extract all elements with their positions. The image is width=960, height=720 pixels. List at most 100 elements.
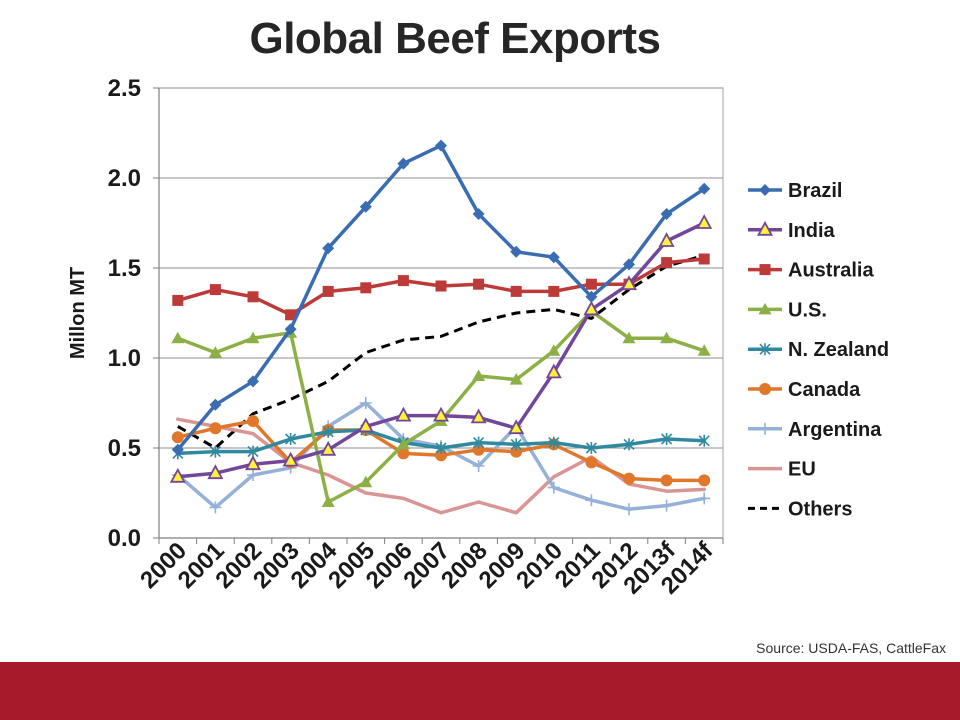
y-axis-label: Millon MT — [67, 267, 89, 359]
data-point-india — [207, 464, 224, 480]
data-point-argentina — [585, 494, 598, 507]
legend-label-argentina: Argentina — [788, 419, 882, 441]
data-point-brazil — [510, 245, 523, 258]
data-point-india — [395, 406, 412, 422]
data-point-australia — [397, 275, 409, 287]
legend-item-australia: Australia — [748, 260, 874, 282]
legend-item-argentina: Argentina — [748, 419, 882, 441]
legend-label-n-zealand: N. Zealand — [788, 339, 889, 361]
page-title: Global Beef Exports — [249, 14, 661, 63]
data-point-canada — [472, 443, 485, 456]
data-point-n-zealand — [285, 433, 297, 445]
legend-item-others: Others — [748, 498, 852, 520]
data-point-u-s — [472, 369, 486, 381]
data-point-brazil — [660, 208, 673, 220]
data-point-australia — [473, 278, 485, 290]
legend-label-eu: EU — [788, 459, 816, 481]
data-point-india — [470, 408, 487, 424]
legend-label-brazil: Brazil — [788, 180, 842, 202]
legend-marker-australia — [759, 264, 771, 276]
data-point-brazil — [623, 258, 635, 271]
data-point-india — [508, 419, 525, 435]
data-point-india — [169, 467, 186, 483]
data-point-india — [282, 451, 299, 467]
data-point-brazil — [284, 323, 297, 336]
legend-marker-india — [756, 220, 774, 236]
data-point-australia — [209, 284, 221, 296]
data-point-argentina — [209, 501, 222, 514]
data-point-n-zealand — [548, 436, 560, 449]
data-point-n-zealand — [510, 438, 522, 451]
data-point-n-zealand — [209, 445, 221, 458]
data-point-u-s — [359, 475, 373, 488]
data-point-india — [545, 363, 562, 379]
data-point-n-zealand — [661, 433, 673, 445]
x-tick-labels: 2000200120022003200420052006200720082009… — [135, 536, 719, 599]
legend: Brazil India Australia U.S. N. Zealand Canada… — [748, 180, 889, 520]
legend-item-canada: Canada — [748, 379, 861, 401]
legend-marker-canada — [759, 383, 771, 395]
data-point-australia — [285, 309, 297, 321]
legend-marker-n-zealand — [759, 343, 771, 356]
data-point-india — [583, 300, 600, 316]
legend-label-u-s: U.S. — [788, 299, 827, 321]
footer-bar — [0, 662, 960, 720]
data-point-canada — [698, 474, 711, 487]
data-point-brazil — [171, 443, 184, 456]
data-point-canada — [623, 472, 635, 485]
data-point-u-s — [660, 331, 674, 344]
data-point-u-s — [697, 344, 711, 356]
data-point-u-s — [321, 495, 335, 507]
data-point-australia — [360, 282, 372, 294]
legend-marker-u-s — [758, 302, 772, 315]
series-australia — [172, 253, 710, 321]
data-point-brazil — [585, 290, 598, 303]
y-tick-label: 2.0 — [108, 165, 141, 192]
data-point-canada — [435, 449, 447, 462]
legend-item-u-s: U.S. — [748, 299, 827, 321]
data-point-u-s — [622, 331, 636, 344]
data-point-n-zealand — [322, 425, 334, 438]
data-point-brazil — [322, 242, 335, 255]
y-tick-label: 0.0 — [108, 525, 141, 552]
data-point-n-zealand — [435, 442, 447, 454]
data-point-india — [620, 275, 638, 291]
data-point-brazil — [472, 208, 485, 220]
data-point-india — [432, 406, 450, 422]
data-point-australia — [698, 253, 710, 265]
data-point-u-s — [509, 373, 523, 385]
data-point-brazil — [209, 398, 222, 411]
series-line-others — [177, 253, 705, 450]
data-point-n-zealand — [585, 442, 597, 454]
data-point-australia — [247, 291, 259, 303]
legend-label-australia: Australia — [788, 260, 874, 282]
data-point-n-zealand — [623, 438, 635, 451]
legend-item-n-zealand: N. Zealand — [748, 339, 889, 361]
legend-item-brazil: Brazil — [748, 180, 842, 202]
data-point-australia — [172, 294, 184, 306]
data-point-australia — [435, 280, 447, 292]
data-point-n-zealand — [473, 436, 485, 449]
data-point-u-s — [396, 437, 410, 450]
legend-label-india: India — [788, 220, 836, 242]
data-point-canada — [209, 422, 222, 435]
data-point-australia — [548, 285, 560, 297]
data-point-india — [357, 417, 374, 433]
legend-label-canada: Canada — [788, 379, 861, 401]
data-point-india — [696, 214, 713, 229]
series-n-zealand — [172, 424, 710, 460]
source-note: Source: USDA-FAS, CattleFax — [756, 640, 946, 656]
data-point-u-s — [547, 344, 561, 356]
data-point-brazil — [397, 157, 410, 170]
data-point-argentina — [359, 397, 372, 409]
data-point-canada — [171, 431, 184, 444]
data-point-india — [320, 440, 337, 456]
legend-marker-brazil — [759, 184, 771, 196]
series-others — [177, 253, 705, 450]
line-chart: 0.0 0.5 1.0 1.5 2.0 2.5 200020012002200320042… — [67, 75, 889, 600]
data-point-brazil — [547, 251, 560, 264]
data-point-argentina — [623, 503, 635, 516]
data-point-brazil — [435, 139, 447, 152]
data-point-brazil — [359, 200, 372, 213]
legend-item-india: India — [748, 220, 836, 242]
